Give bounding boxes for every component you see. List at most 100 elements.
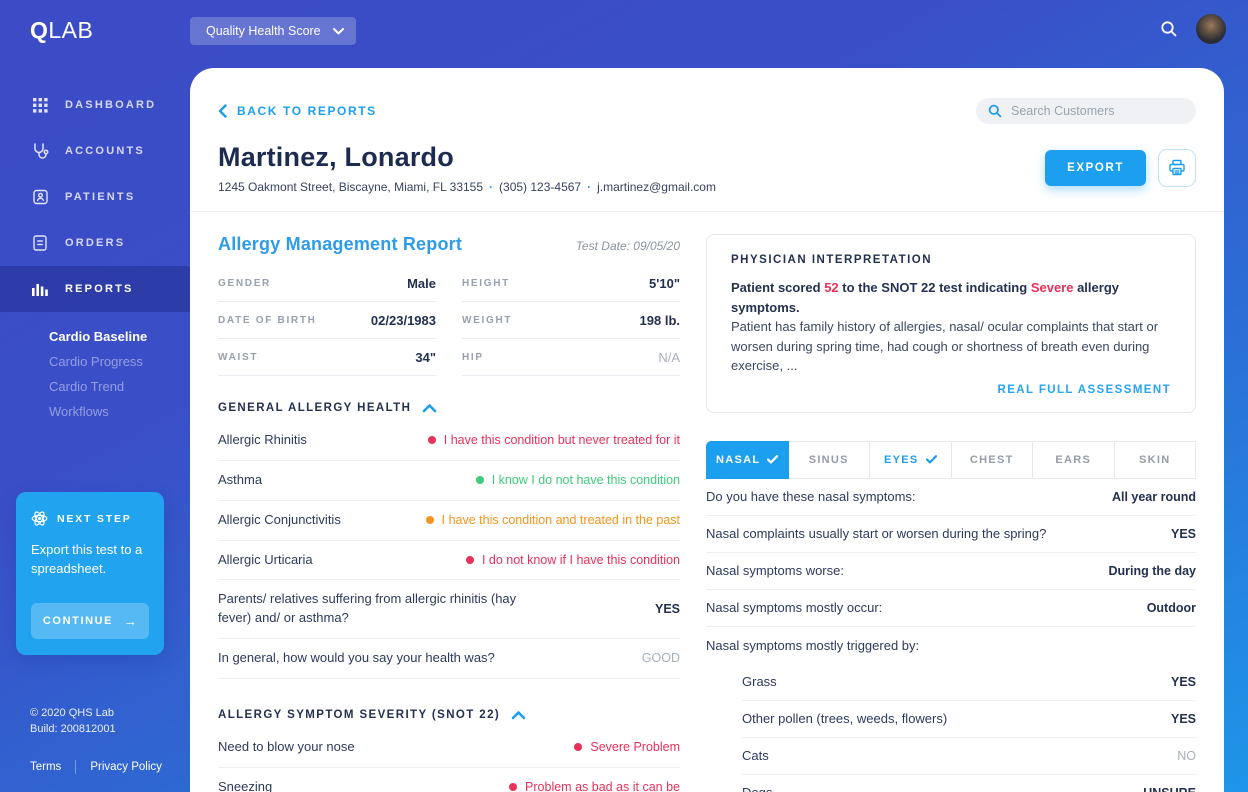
- question-label: Cats: [742, 748, 769, 763]
- question-label: Allergic Rhinitis: [218, 432, 307, 447]
- tab-skin[interactable]: SKIN: [1114, 440, 1196, 479]
- status-dot: [574, 743, 583, 752]
- check-icon: [925, 455, 937, 464]
- sidebar-item-label: PATIENTS: [65, 191, 136, 203]
- copyright-text: © 2020 QHS Lab: [30, 707, 114, 719]
- continue-button[interactable]: CONTINUE →: [31, 602, 149, 639]
- chevron-left-icon: [218, 104, 227, 118]
- sidebar-item-reports[interactable]: REPORTS: [0, 266, 190, 312]
- question-label: In general, how would you say your healt…: [218, 650, 495, 666]
- app-logo: QLAB: [30, 17, 93, 44]
- test-date: Test Date: 09/05/20: [575, 239, 680, 253]
- full-assessment-link[interactable]: REAL FULL ASSESSMENT: [997, 383, 1171, 396]
- section-title: ALLERGY SYMPTOM SEVERITY (SNOT 22): [218, 708, 501, 721]
- qa-row: Need to blow your nose Severe Problem: [218, 728, 680, 768]
- tab-sinus[interactable]: SINUS: [788, 440, 870, 479]
- logo-bold: Q: [30, 17, 49, 43]
- qa-row: In general, how would you say your healt…: [218, 639, 680, 679]
- question-label: Do you have these nasal symptoms:: [706, 489, 916, 504]
- answer: Severe Problem: [574, 740, 680, 754]
- patient-stats-grid: GENDER Male HEIGHT 5'10" DATE OF BIRTH 02/2…: [218, 265, 680, 376]
- patient-phone: (305) 123-4567: [499, 180, 582, 194]
- tab-label: EARS: [1055, 453, 1092, 466]
- qa-row: Allergic Rhinitis I have this condition …: [218, 421, 680, 461]
- sidebar-subitem-cardio-baseline[interactable]: Cardio Baseline: [49, 329, 148, 344]
- header-divider: [190, 211, 1224, 212]
- sidebar-item-label: ACCOUNTS: [65, 145, 145, 157]
- answer-text: GOOD: [641, 651, 680, 666]
- answer-text: Severe Problem: [590, 740, 680, 755]
- user-avatar[interactable]: [1196, 14, 1226, 44]
- stat-gender: GENDER Male: [218, 265, 436, 302]
- sidebar-item-patients[interactable]: PATIENTS: [0, 174, 190, 220]
- patient-identity: Martinez, Lonardo 1245 Oakmont Street, B…: [218, 142, 716, 194]
- stat-height: HEIGHT 5'10": [462, 265, 680, 302]
- patient-header: BACK TO REPORTS Martinez, Lonardo 1245 O…: [190, 68, 1224, 212]
- collapse-chevron-icon[interactable]: [511, 710, 526, 720]
- stat-weight: WEIGHT 198 lb.: [462, 302, 680, 339]
- print-button[interactable]: [1158, 149, 1196, 187]
- sidebar-subitem-cardio-progress[interactable]: Cardio Progress: [49, 354, 143, 369]
- answer: YES: [655, 602, 680, 616]
- sidebar-item-dashboard[interactable]: DASHBOARD: [0, 82, 190, 128]
- patient-name: Martinez, Lonardo: [218, 142, 454, 172]
- qa-row: Dogs UNSURE: [742, 775, 1196, 792]
- qa-row: Grass YES: [742, 664, 1196, 701]
- export-button[interactable]: EXPORT: [1045, 150, 1146, 186]
- qa-row: Nasal symptoms mostly occur: Outdoor: [706, 590, 1196, 627]
- answer-text: I do not know if I have this condition: [481, 552, 680, 567]
- physician-lead: Patient scored 52 to the SNOT 22 test in…: [731, 280, 1119, 315]
- sidebar-item-label: DASHBOARD: [65, 99, 157, 111]
- status-dot: [465, 555, 474, 564]
- footer-links: Terms Privacy Policy: [30, 760, 162, 774]
- answer-text: I know I do not have this condition: [491, 473, 680, 488]
- qa-row: Allergic Conjunctivitis I have this cond…: [218, 501, 680, 541]
- qa-row: Do you have these nasal symptoms: All ye…: [706, 479, 1196, 516]
- chevron-down-icon: [332, 27, 344, 35]
- answer: I have this condition and treated in the…: [425, 513, 680, 528]
- answer-text: All year round: [1111, 489, 1196, 504]
- status-dot: [475, 476, 484, 485]
- answer-text: Problem as bad as it can be: [525, 780, 680, 792]
- qa-row: Other pollen (trees, weeds, flowers) YES: [742, 701, 1196, 738]
- tab-nasal[interactable]: NASAL: [706, 440, 789, 479]
- main-content-card: BACK TO REPORTS Martinez, Lonardo 1245 O…: [190, 68, 1224, 792]
- search-icon[interactable]: [1160, 20, 1178, 38]
- tab-ears[interactable]: EARS: [1033, 440, 1115, 479]
- answer-text: YES: [1170, 711, 1196, 726]
- tab-chest[interactable]: CHEST: [951, 440, 1033, 479]
- report-column: Allergy Management Report Test Date: 09/…: [218, 234, 680, 792]
- sidebar-item-accounts[interactable]: ACCOUNTS: [0, 128, 190, 174]
- question-label: Nasal symptoms mostly occur:: [706, 600, 883, 615]
- sidebar-item-label: ORDERS: [65, 237, 126, 249]
- separator-dot: ·: [489, 180, 494, 194]
- qa-row: Nasal symptoms mostly triggered by:: [706, 627, 1196, 664]
- sidebar-subitem-workflows[interactable]: Workflows: [49, 404, 109, 419]
- back-to-reports-link[interactable]: BACK TO REPORTS: [218, 104, 377, 118]
- stethoscope-icon: [31, 142, 49, 160]
- collapse-chevron-icon[interactable]: [422, 403, 437, 413]
- question-label: Nasal symptoms worse:: [706, 563, 844, 578]
- terms-link[interactable]: Terms: [30, 761, 62, 773]
- answer-text: I have this condition and treated in the…: [441, 513, 680, 528]
- sidebar-item-orders[interactable]: ORDERS: [0, 220, 190, 266]
- reports-sub-list: Cardio Baseline Cardio Progress Cardio T…: [0, 324, 190, 424]
- question-label: Allergic Conjunctivitis: [218, 511, 341, 527]
- answer: I have this condition but never treated …: [427, 433, 680, 447]
- status-dot: [427, 436, 436, 445]
- status-dot: [509, 783, 518, 792]
- tab-label: EYES: [883, 453, 919, 466]
- symptom-tabs: NASAL SINUS EYES CHEST EARS SKIN: [706, 440, 1196, 479]
- question-label: Dogs: [742, 785, 772, 792]
- answer-text: UNSURE: [1143, 786, 1196, 792]
- search-customers-input[interactable]: [1011, 104, 1184, 118]
- check-icon: [767, 455, 779, 464]
- continue-label: CONTINUE: [42, 614, 114, 627]
- build-number: Build: 200812001: [30, 722, 116, 735]
- app-selector-dropdown[interactable]: Quality Health Score: [190, 17, 356, 45]
- sidebar-footer: © 2020 QHS Lab Build: 200812001: [30, 706, 116, 738]
- privacy-policy-link[interactable]: Privacy Policy: [90, 761, 162, 773]
- sidebar-subitem-cardio-trend[interactable]: Cardio Trend: [49, 379, 125, 394]
- answer-text: YES: [1170, 526, 1196, 541]
- tab-eyes[interactable]: EYES: [870, 440, 952, 479]
